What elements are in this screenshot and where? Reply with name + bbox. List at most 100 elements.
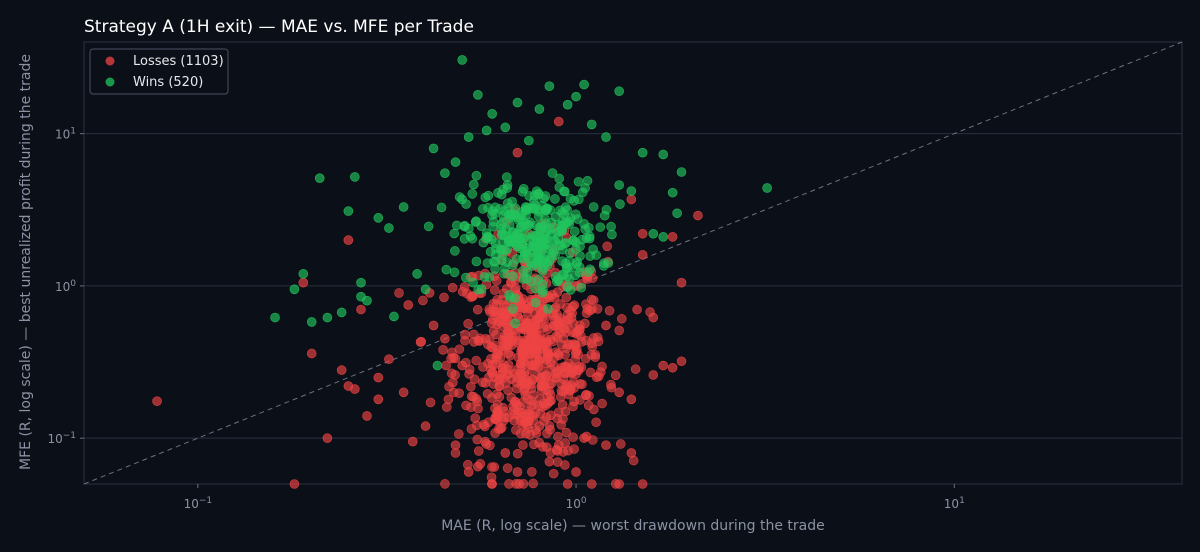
win-point <box>412 269 422 279</box>
win-point <box>559 186 570 197</box>
win-point <box>487 109 497 119</box>
win-point <box>550 194 560 204</box>
win-point <box>314 173 325 183</box>
loss-point <box>567 368 578 378</box>
loss-point <box>499 412 510 423</box>
loss-point <box>516 376 526 387</box>
loss-point <box>446 368 457 379</box>
win-point <box>667 187 678 198</box>
loss-point <box>527 467 537 477</box>
win-point <box>556 220 567 231</box>
y-tick-label: 10−1 <box>47 431 76 446</box>
loss-point <box>553 440 564 450</box>
loss-point <box>373 372 384 383</box>
loss-point <box>529 321 540 332</box>
win-point <box>537 287 548 298</box>
win-point <box>519 244 529 255</box>
win-point <box>471 256 482 267</box>
win-point <box>585 264 595 275</box>
win-point <box>468 179 479 190</box>
win-point <box>672 208 682 219</box>
win-point <box>508 260 518 270</box>
loss-point <box>555 392 566 402</box>
plot-area <box>83 41 1183 485</box>
win-point <box>648 228 659 239</box>
win-point <box>502 183 513 193</box>
loss-point <box>586 294 597 305</box>
loss-point <box>676 277 687 288</box>
loss-point <box>591 417 601 428</box>
legend-box <box>89 48 229 95</box>
loss-point <box>418 295 428 306</box>
win-point <box>423 221 434 232</box>
win-point <box>568 235 579 246</box>
win-point <box>432 360 443 371</box>
win-point <box>420 284 431 295</box>
win-point <box>591 250 602 260</box>
loss-point <box>152 396 162 406</box>
win-point <box>343 206 354 216</box>
win-point <box>459 220 470 231</box>
win-point <box>457 55 468 65</box>
win-point <box>579 79 589 90</box>
win-point <box>478 237 489 248</box>
loss-point <box>512 448 523 459</box>
loss-point <box>515 428 526 439</box>
win-point <box>524 191 534 201</box>
win-point <box>626 186 637 196</box>
win-point <box>562 282 573 292</box>
win-point <box>576 282 587 293</box>
loss-point <box>626 394 637 405</box>
win-point <box>441 264 452 275</box>
loss-point <box>440 479 450 489</box>
win-point <box>762 183 772 193</box>
loss-point <box>561 427 572 438</box>
loss-point <box>614 479 624 489</box>
loss-point <box>579 433 589 443</box>
win-point <box>547 168 558 178</box>
win-point <box>507 209 517 219</box>
loss-point <box>439 292 449 303</box>
loss-point <box>336 365 347 375</box>
win-point <box>554 173 565 184</box>
win-point <box>449 267 460 278</box>
win-point <box>496 189 507 200</box>
loss-point <box>693 210 703 221</box>
loss-point <box>505 350 515 361</box>
win-point <box>598 260 609 271</box>
win-point <box>482 258 493 268</box>
loss-point <box>487 479 497 489</box>
win-point <box>473 284 484 295</box>
loss-point <box>463 318 473 329</box>
win-point <box>336 307 347 318</box>
win-point <box>501 172 512 182</box>
loss-point <box>586 479 597 489</box>
win-point <box>468 277 478 288</box>
win-point <box>270 312 280 323</box>
loss-point <box>574 361 585 372</box>
win-point <box>486 234 497 245</box>
loss-point <box>460 329 470 340</box>
win-point <box>527 261 537 271</box>
loss-point <box>482 339 493 350</box>
win-point <box>547 245 558 255</box>
win-point <box>463 132 474 142</box>
y-tick-label: 101 <box>55 127 76 142</box>
win-point <box>564 216 574 226</box>
loss-point <box>542 392 553 402</box>
win-point <box>350 172 360 182</box>
loss-point <box>541 442 552 452</box>
win-point <box>508 271 518 282</box>
loss-point <box>544 456 555 467</box>
loss-point <box>454 388 464 399</box>
loss-point <box>590 349 601 360</box>
loss-point <box>614 325 625 336</box>
loss-point <box>562 479 573 489</box>
x-axis-label: MAE (R, log scale) — worst drawdown duri… <box>441 518 825 534</box>
win-point <box>676 167 687 177</box>
loss-point <box>571 467 581 477</box>
win-point <box>428 143 439 154</box>
loss-point <box>472 304 483 315</box>
loss-point <box>461 400 471 411</box>
loss-point <box>343 235 354 245</box>
